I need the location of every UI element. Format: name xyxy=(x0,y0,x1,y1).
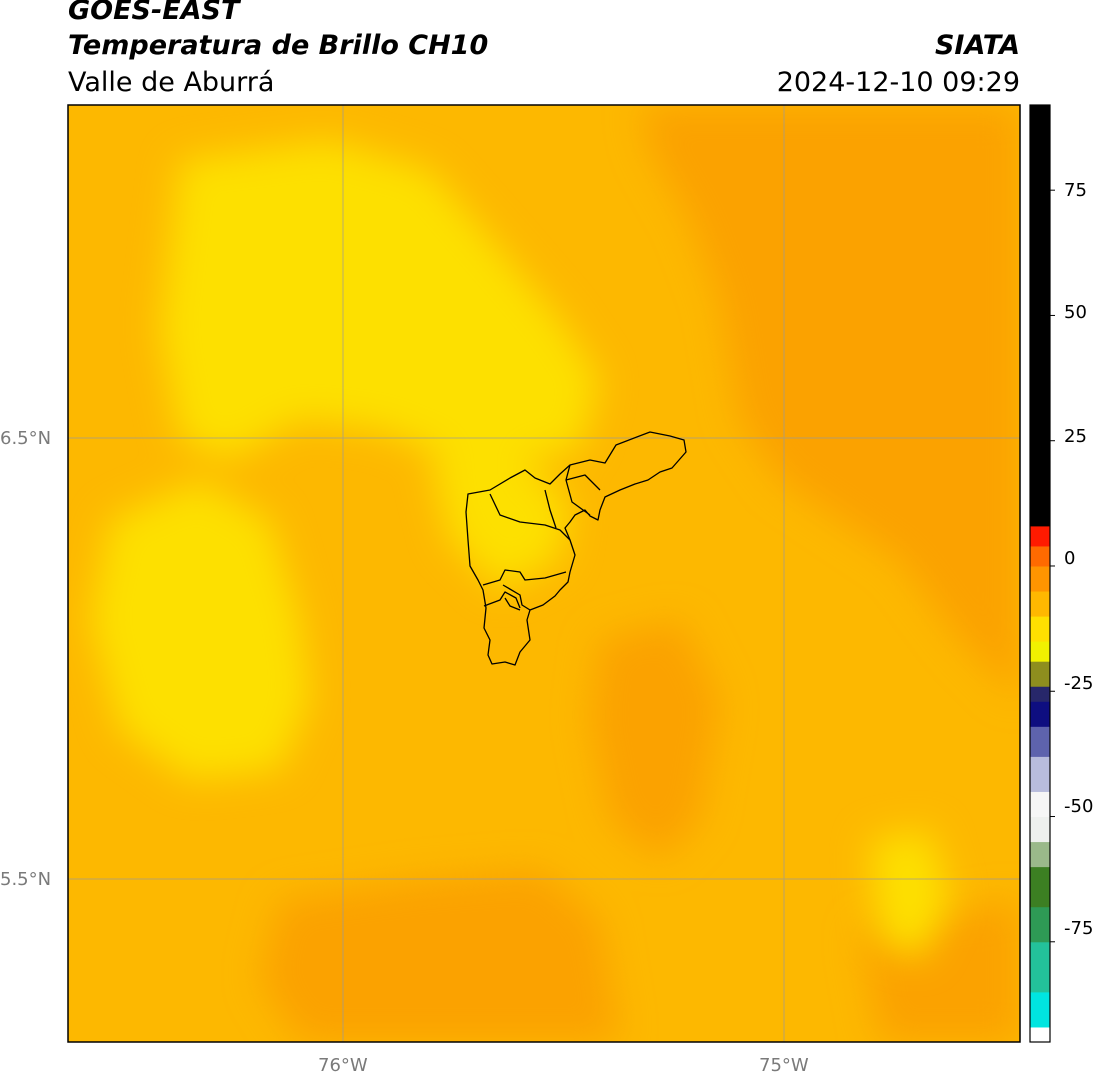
colorbar-tick-label-25: 25 xyxy=(1064,426,1087,447)
colorbar-segment xyxy=(1030,1026,1050,1043)
colorbar-tick-label-m50: -50 xyxy=(1064,796,1094,817)
longitude-label-75w: 75°W xyxy=(759,1055,809,1076)
colorbar-segment xyxy=(1030,791,1050,818)
product-title: Temperatura de Brillo CH10 xyxy=(68,30,489,61)
satellite-title: GOES-EAST xyxy=(68,0,240,26)
colorbar-tick-label-75: 75 xyxy=(1064,180,1087,201)
organization-label: SIATA xyxy=(934,30,1020,61)
colorbar-segment xyxy=(1030,866,1050,908)
longitude-label-76w: 76°W xyxy=(318,1055,368,1076)
colorbar xyxy=(1030,105,1055,1043)
colorbar-segment xyxy=(1030,105,1050,527)
municipal-boundaries xyxy=(465,431,687,666)
colorbar-tick-label-m25: -25 xyxy=(1064,673,1094,694)
colorbar-segment xyxy=(1030,591,1050,617)
colorbar-segment xyxy=(1030,616,1050,642)
colorbar-segment xyxy=(1030,941,1050,993)
datetime-label: 2024-12-10 09:29 xyxy=(776,67,1020,98)
colorbar-segment xyxy=(1030,545,1050,567)
colorbar-tick-label-0: 0 xyxy=(1064,548,1076,569)
colorbar-segment xyxy=(1030,641,1050,662)
colorbar-segment xyxy=(1030,816,1050,843)
brightness-temperature-field xyxy=(68,105,1020,1042)
colorbar-tick-label-m75: -75 xyxy=(1064,918,1094,939)
colorbar-segment xyxy=(1030,726,1050,757)
colorbar-segment xyxy=(1030,565,1050,592)
colorbar-segment xyxy=(1030,991,1050,1028)
colorbar-frame xyxy=(1029,104,1051,1043)
colorbar-tick-label-50: 50 xyxy=(1064,302,1087,323)
colorbar-segment xyxy=(1030,525,1050,547)
cool-field-areas xyxy=(90,140,950,960)
colorbar-segment xyxy=(1030,701,1050,727)
colorbar-segment xyxy=(1030,906,1050,943)
latitude-label-6-5n: 6.5°N xyxy=(0,428,52,449)
colorbar-segment xyxy=(1030,686,1050,702)
colorbar-segment xyxy=(1030,841,1050,868)
map-frame xyxy=(67,104,1021,1043)
graticule xyxy=(68,105,1020,1042)
latitude-label-5-5n: 5.5°N xyxy=(0,869,52,890)
colorbar-segment xyxy=(1030,661,1050,687)
colorbar-segment xyxy=(1030,756,1050,792)
region-subtitle: Valle de Aburrá xyxy=(68,67,275,98)
